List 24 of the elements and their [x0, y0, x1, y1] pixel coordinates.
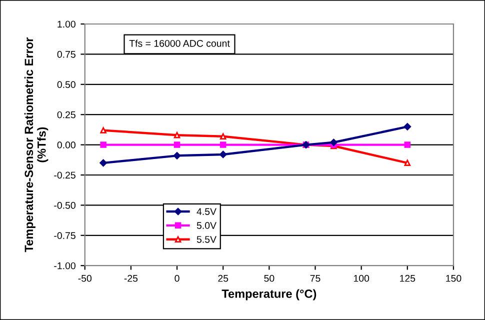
y-tick-label: -0.50	[54, 202, 76, 209]
x-tick-label: 100	[354, 274, 370, 282]
legend-label: 4.5V	[196, 208, 216, 215]
y-tick-label: 0.00	[57, 142, 76, 148]
y-tick-label: -1.00	[54, 262, 76, 270]
legend-label: 5.5V	[196, 236, 216, 243]
x-tick-label: 125	[400, 274, 416, 282]
x-tick-label: 150	[446, 274, 462, 282]
x-tick-label: 0	[174, 274, 180, 282]
x-tick-label: -25	[124, 274, 138, 282]
annotation: Tfs = 16000 ADC count	[129, 40, 230, 47]
y-axis-title: Temperature-Sensor Ratiometric Error (%Tfs)	[24, 37, 48, 252]
y-tick-label: -0.25	[54, 172, 76, 179]
legend-label: 5.0V	[196, 222, 216, 229]
y-tick-label: 0.25	[57, 111, 76, 118]
x-tick-label: -50	[78, 274, 92, 282]
y-tick-label: -0.75	[54, 232, 76, 240]
y-tick-label: 1.00	[58, 20, 76, 28]
y-tick-label: 0.50	[57, 81, 76, 88]
x-tick-label: 50	[264, 274, 274, 282]
x-tick-label: 25	[218, 274, 228, 282]
x-axis-title: Temperature (°C)	[222, 289, 316, 300]
x-tick-label: 75	[310, 274, 320, 282]
y-tick-label: 0.75	[57, 50, 76, 58]
